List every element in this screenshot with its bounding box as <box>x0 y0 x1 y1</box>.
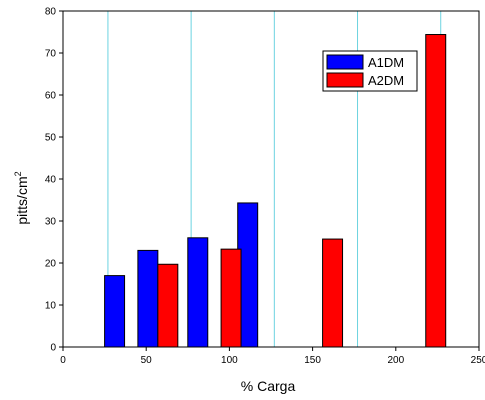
x-tick-label: 100 <box>221 355 238 366</box>
bar-a2dm <box>220 248 242 348</box>
y-tick-label: 70 <box>45 49 57 60</box>
y-axis-label-superscript: 2 <box>13 171 23 176</box>
y-tick-label: 0 <box>50 343 56 354</box>
bar-a2dm <box>157 263 179 348</box>
y-tick-label: 60 <box>45 91 57 102</box>
legend-swatch-a2dm <box>326 72 364 88</box>
y-tick-label: 30 <box>45 217 57 228</box>
x-tick-label: 50 <box>141 355 153 366</box>
legend-label-a2dm: A2DM <box>368 73 404 88</box>
y-tick-label: 40 <box>45 175 57 186</box>
bar-a2dm <box>322 238 344 348</box>
y-axis-label-main: pitts/cm <box>14 176 30 224</box>
x-tick-label: 250 <box>471 355 485 366</box>
y-tick-label: 20 <box>45 259 57 270</box>
axis-ticks: 0 50 100 150 200 250 0 10 20 30 40 50 60 70 80 <box>45 7 485 367</box>
y-tick-label: 50 <box>45 133 57 144</box>
y-tick-label: 80 <box>45 7 57 18</box>
legend-swatch-a1dm <box>326 54 364 70</box>
x-tick-label: 200 <box>387 355 404 366</box>
bar-a2dm <box>425 34 447 348</box>
bar-a1dm <box>187 237 209 348</box>
y-tick-label: 10 <box>45 301 57 312</box>
x-tick-label: 150 <box>304 355 321 366</box>
bar-a1dm <box>104 275 126 348</box>
legend-label-a1dm: A1DM <box>368 55 404 70</box>
legend: A1DM A2DM <box>322 50 418 92</box>
bar-a1dm <box>137 249 159 348</box>
x-axis-label: % Carga <box>241 378 296 394</box>
x-tick-label: 0 <box>60 355 66 366</box>
y-axis-label: pitts/cm2 <box>13 171 30 224</box>
